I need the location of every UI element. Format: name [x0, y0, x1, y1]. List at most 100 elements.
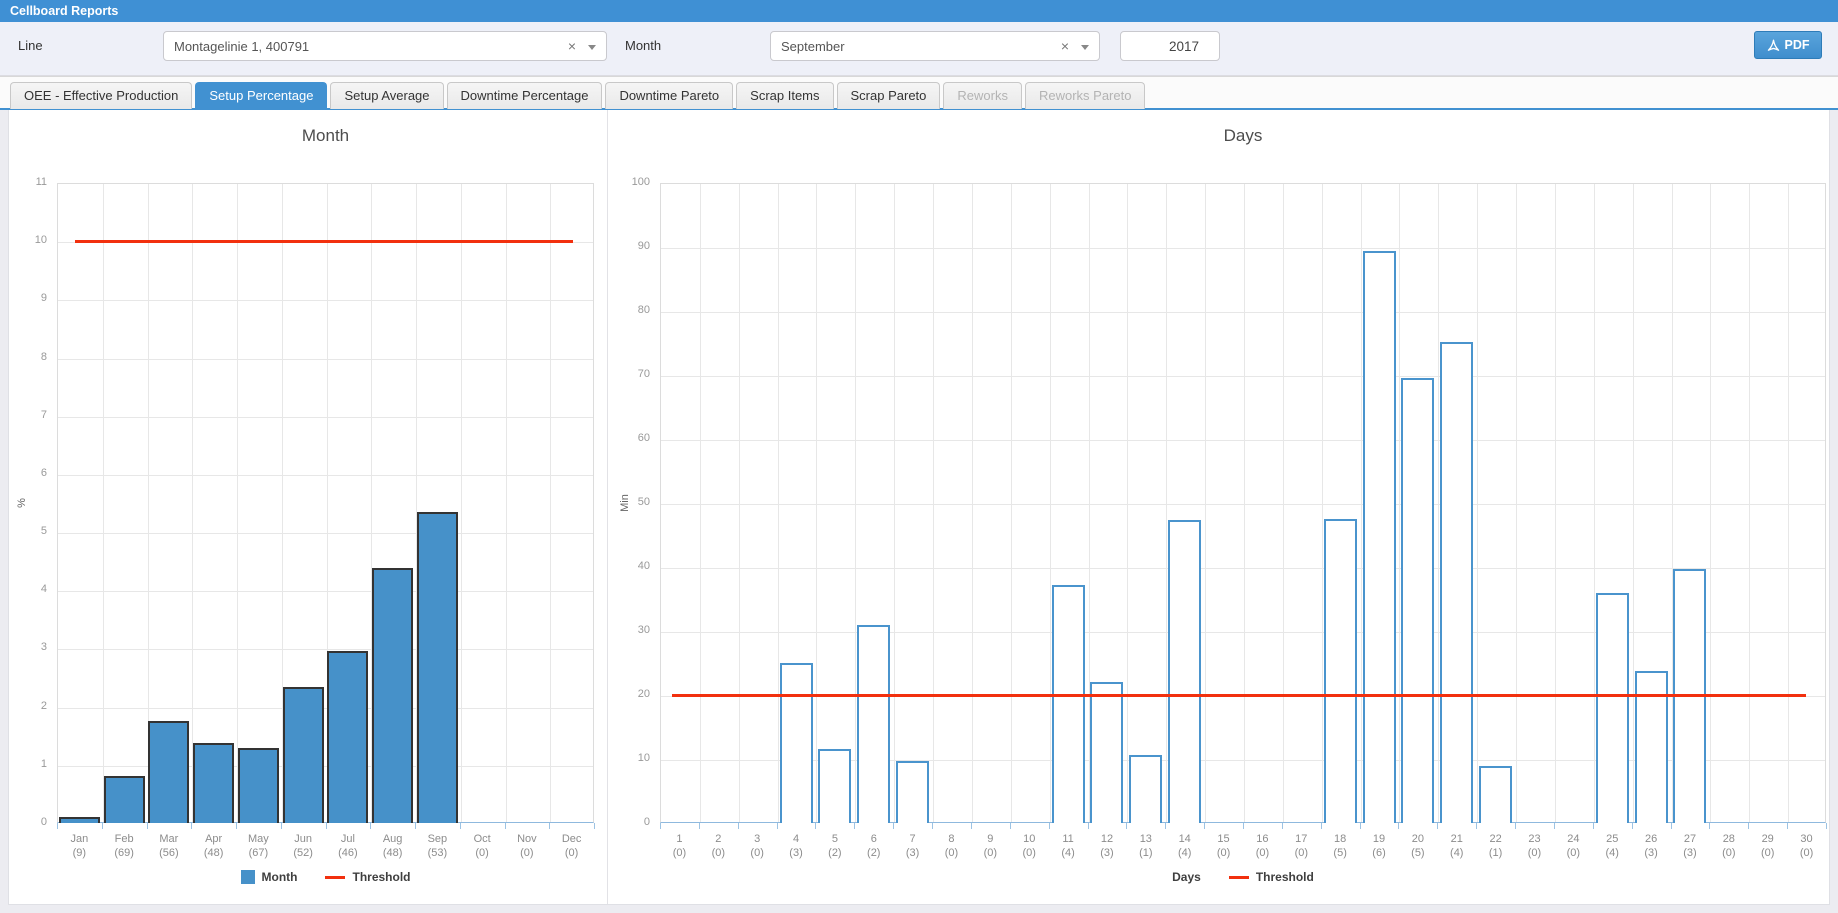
- y-tick-label: 0: [616, 816, 650, 828]
- x-tick-mark: [460, 823, 461, 829]
- tab-scrap-pareto[interactable]: Scrap Pareto: [837, 82, 941, 109]
- gridline-horizontal: [661, 568, 1825, 569]
- x-tick-mark: [1787, 823, 1788, 829]
- x-tick-mark: [1321, 823, 1322, 829]
- gridline-vertical: [855, 184, 856, 822]
- y-axis-title: %: [16, 498, 28, 508]
- x-category-label: 26(3): [1632, 832, 1671, 860]
- y-tick-label: 50: [616, 496, 650, 508]
- bar-13: [1129, 755, 1162, 823]
- x-tick-mark: [1632, 823, 1633, 829]
- legend-label: Month: [262, 870, 298, 884]
- x-category-label: 7(3): [893, 832, 932, 860]
- gridline-vertical: [1555, 184, 1556, 822]
- y-tick-label: 3: [13, 641, 47, 653]
- line-select[interactable]: Montagelinie 1, 400791 ×: [163, 31, 607, 61]
- x-tick-mark: [57, 823, 58, 829]
- x-tick-mark: [415, 823, 416, 829]
- x-category-label: Mar(56): [147, 832, 192, 860]
- x-tick-mark: [102, 823, 103, 829]
- clear-icon[interactable]: ×: [568, 38, 576, 54]
- gridline-horizontal: [58, 766, 593, 767]
- bar-mar: [148, 721, 189, 823]
- bar-18: [1324, 519, 1357, 823]
- tab-scrap-items[interactable]: Scrap Items: [736, 82, 833, 109]
- x-category-label: 4(3): [777, 832, 816, 860]
- bar-4: [780, 663, 813, 823]
- tab-setup-percentage[interactable]: Setup Percentage: [195, 82, 327, 109]
- gridline-horizontal: [58, 475, 593, 476]
- gridline-horizontal: [58, 533, 593, 534]
- tab-oee-effective-production[interactable]: OEE - Effective Production: [10, 82, 192, 109]
- x-tick-mark: [932, 823, 933, 829]
- y-tick-label: 7: [13, 409, 47, 421]
- tab-downtime-percentage[interactable]: Downtime Percentage: [447, 82, 603, 109]
- bar-25: [1596, 593, 1629, 823]
- x-tick-mark: [1049, 823, 1050, 829]
- x-tick-mark: [1010, 823, 1011, 829]
- pdf-button[interactable]: PDF: [1754, 31, 1822, 59]
- bar-aug: [372, 568, 413, 823]
- legend-swatch-bar: [241, 870, 255, 884]
- bar-apr: [193, 743, 234, 823]
- bar-19: [1363, 251, 1396, 823]
- x-category-label: 19(6): [1360, 832, 1399, 860]
- bar-jul: [327, 651, 368, 823]
- x-category-label: 11(4): [1049, 832, 1088, 860]
- gridline-vertical: [103, 184, 104, 822]
- gridline-vertical: [1361, 184, 1362, 822]
- clear-icon[interactable]: ×: [1061, 38, 1069, 54]
- x-category-label: 15(0): [1204, 832, 1243, 860]
- x-category-label: 9(0): [971, 832, 1010, 860]
- bar-feb: [104, 776, 145, 823]
- chart-legend: Month Threshold: [57, 870, 594, 884]
- x-category-label: 5(2): [815, 832, 854, 860]
- y-tick-label: 6: [13, 467, 47, 479]
- x-tick-mark: [1360, 823, 1361, 829]
- x-category-label: 1(0): [660, 832, 699, 860]
- line-label: Line: [18, 38, 43, 53]
- legend-swatch-line: [1229, 876, 1249, 879]
- chart-legend: DaysThreshold: [660, 870, 1826, 884]
- x-tick-mark: [1204, 823, 1205, 829]
- app-titlebar: Cellboard Reports: [0, 0, 1838, 22]
- gridline-vertical: [1399, 184, 1400, 822]
- line-select-value: Montagelinie 1, 400791: [174, 39, 309, 54]
- y-tick-label: 100: [616, 176, 650, 188]
- y-tick-label: 4: [13, 583, 47, 595]
- legend-item-threshold: Threshold: [325, 870, 410, 884]
- bar-14: [1168, 520, 1201, 823]
- x-tick-mark: [699, 823, 700, 829]
- chart-title: Days: [660, 126, 1826, 146]
- y-tick-label: 70: [616, 368, 650, 380]
- x-category-label: Jan(9): [57, 832, 102, 860]
- x-category-label: 24(0): [1554, 832, 1593, 860]
- x-tick-mark: [1437, 823, 1438, 829]
- x-tick-mark: [236, 823, 237, 829]
- gridline-horizontal: [58, 300, 593, 301]
- x-category-label: Dec(0): [549, 832, 594, 860]
- gridline-vertical: [1127, 184, 1128, 822]
- gridline-vertical: [550, 184, 551, 822]
- month-select[interactable]: September ×: [770, 31, 1100, 61]
- legend-label: Days: [1172, 870, 1201, 884]
- tab-setup-average[interactable]: Setup Average: [330, 82, 443, 109]
- x-category-label: Feb(69): [102, 832, 147, 860]
- threshold-line: [672, 694, 1806, 697]
- legend-swatch-line: [325, 876, 345, 879]
- month-label: Month: [625, 38, 661, 53]
- x-category-label: 17(0): [1282, 832, 1321, 860]
- chevron-down-icon[interactable]: [588, 45, 596, 50]
- chevron-down-icon[interactable]: [1081, 45, 1089, 50]
- gridline-vertical: [1633, 184, 1634, 822]
- gridline-horizontal: [58, 417, 593, 418]
- y-tick-label: 2: [13, 700, 47, 712]
- year-input[interactable]: [1120, 31, 1220, 61]
- gridline-vertical: [739, 184, 740, 822]
- x-category-label: 3(0): [738, 832, 777, 860]
- gridline-vertical: [1050, 184, 1051, 822]
- x-category-label: 18(5): [1321, 832, 1360, 860]
- tab-downtime-pareto[interactable]: Downtime Pareto: [605, 82, 733, 109]
- gridline-horizontal: [661, 376, 1825, 377]
- x-tick-mark: [1088, 823, 1089, 829]
